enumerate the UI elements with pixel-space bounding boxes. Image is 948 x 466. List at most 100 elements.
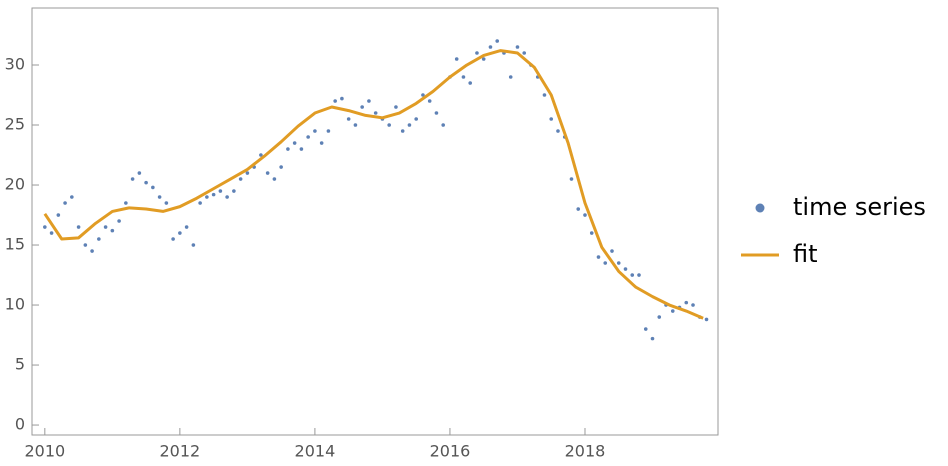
data-point (616, 261, 621, 265)
legend-marker (755, 203, 765, 213)
y-tick-label: 15 (5, 235, 25, 254)
data-point (117, 219, 121, 223)
data-point (56, 213, 61, 217)
data-point (461, 75, 466, 79)
data-point (218, 189, 223, 193)
data-point (137, 171, 142, 175)
x-tick-label: 2016 (430, 442, 471, 461)
data-point (603, 261, 608, 265)
fit-line (43, 49, 704, 320)
y-tick-label: 25 (5, 115, 25, 134)
data-point (650, 336, 655, 341)
x-tick-label: 2010 (24, 442, 65, 461)
data-point (83, 243, 88, 247)
x-tick-label: 2012 (160, 442, 201, 461)
data-point (205, 195, 209, 199)
x-tick-label: 2014 (295, 442, 336, 461)
data-point (76, 225, 81, 229)
data-point (184, 225, 189, 229)
data-point (191, 243, 196, 247)
data-point (272, 177, 277, 181)
data-point (144, 180, 148, 185)
x-tick-label: 2018 (565, 442, 606, 461)
data-point (43, 225, 47, 229)
legend-label: fit (793, 240, 818, 268)
data-point (157, 195, 162, 199)
data-point (313, 129, 317, 133)
data-point (569, 177, 574, 181)
data-point (367, 99, 371, 103)
data-point (238, 177, 243, 181)
data-point (171, 237, 175, 241)
data-point (225, 195, 229, 199)
y-tick-label: 5 (15, 355, 25, 374)
data-point (265, 171, 270, 175)
data-point (400, 129, 405, 133)
data-point (414, 117, 418, 121)
data-point (130, 177, 135, 181)
data-point (421, 93, 425, 97)
y-tick-label: 20 (5, 175, 25, 194)
y-tick-label: 10 (5, 295, 25, 314)
data-point (151, 185, 155, 190)
data-point (684, 300, 689, 305)
data-point (232, 189, 236, 193)
data-point (596, 255, 601, 259)
data-point (333, 99, 337, 103)
data-point (657, 315, 662, 319)
data-point (643, 327, 648, 331)
plot-frame (31, 7, 719, 436)
data-point (286, 147, 290, 151)
data-point (353, 123, 358, 127)
data-point (70, 195, 74, 199)
data-point (103, 225, 108, 229)
data-point (90, 249, 94, 253)
data-point (522, 51, 527, 55)
data-point (373, 111, 378, 115)
legend-label: time series (793, 193, 926, 221)
data-point (549, 117, 554, 121)
data-point (245, 171, 250, 175)
data-point (49, 231, 54, 235)
data-point (394, 105, 398, 109)
data-point (704, 317, 709, 322)
data-point (576, 207, 581, 211)
data-point (495, 39, 500, 43)
data-point (299, 147, 304, 151)
data-point (178, 231, 182, 235)
data-point (610, 249, 614, 253)
data-point (360, 105, 364, 109)
data-point (488, 45, 493, 49)
data-point (454, 57, 459, 61)
data-point (387, 123, 391, 127)
data-point (124, 201, 128, 205)
data-point (211, 192, 216, 197)
data-point (292, 141, 297, 145)
data-point (637, 273, 641, 277)
data-point (346, 117, 351, 121)
data-point (441, 123, 445, 127)
data-point (589, 231, 594, 235)
data-point (319, 141, 324, 145)
data-point (481, 57, 486, 61)
data-point (515, 45, 520, 49)
data-point (198, 201, 202, 205)
data-point (164, 201, 169, 205)
data-point (583, 213, 587, 217)
data-point (630, 273, 635, 277)
data-point (670, 309, 675, 313)
data-point (259, 153, 263, 157)
data-point (97, 237, 101, 241)
data-point (326, 129, 331, 133)
data-point (340, 96, 344, 101)
data-point (279, 165, 283, 169)
data-point (542, 93, 547, 97)
data-point (306, 135, 310, 139)
data-point (110, 228, 115, 233)
data-point (407, 123, 412, 127)
y-tick-label: 30 (5, 55, 25, 74)
data-point (691, 303, 695, 307)
data-point (63, 201, 67, 205)
y-tick-label: 0 (15, 415, 25, 434)
